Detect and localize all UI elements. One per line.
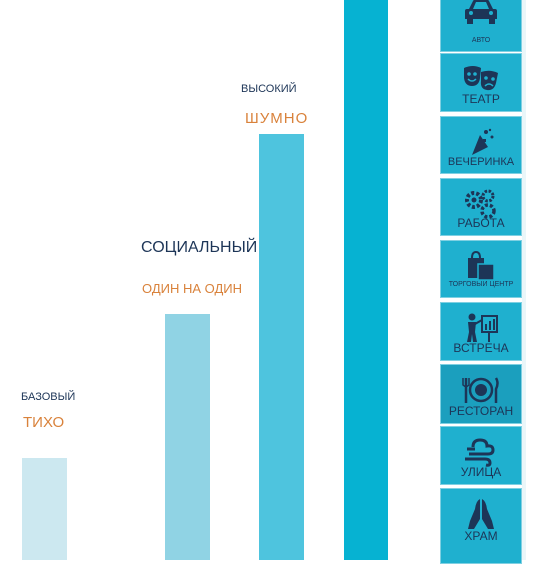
party-popper-icon [441,125,521,159]
tile-party[interactable]: ВЕЧЕРИНКА [440,116,522,174]
level-bar-basic [22,458,67,560]
tile-label: ХРАМ [464,529,498,543]
level-bar-max [344,0,388,560]
tile-label: УЛИЦА [460,465,502,479]
level-bar-social [165,314,210,560]
tile-work[interactable]: РАБОТА [440,178,522,236]
tile-temple[interactable]: ХРАМ [440,488,522,564]
shopping-bags-icon [441,249,521,283]
level-subtitle-high: ШУМНО [245,110,309,127]
side-column [522,0,526,560]
tile-theater[interactable]: ТЕАТР [440,53,522,112]
tile-restaurant[interactable]: РЕСТОРАН [440,364,522,424]
level-subtitle-social: ОДИН НА ОДИН [142,281,243,296]
plate-cutlery-icon [441,373,521,407]
wind-icon [441,435,521,469]
level-title-social: СОЦИАЛЬНЫЙ [141,239,258,256]
tile-label: ТОРГОВЫЙ ЦЕНТР [448,281,514,288]
tile-label: ВЕЧЕРИНКА [447,156,515,168]
tile-label: ВСТРЕЧА [453,341,509,355]
tile-label: РЕСТОРАН [448,404,514,418]
level-title-basic: БАЗОВЫЙ [21,391,76,403]
praying-hands-icon [441,497,521,531]
car-icon [441,0,521,29]
theater-masks-icon [441,62,521,96]
gears-icon [441,187,521,221]
tile-auto[interactable]: АВТО [440,0,522,52]
tile-label: ТЕАТР [462,92,500,106]
tile-mall[interactable]: ТОРГОВЫЙ ЦЕНТР [440,240,522,298]
tile-label: РАБОТА [457,216,505,230]
level-subtitle-basic: ТИХО [23,414,65,431]
tile-street[interactable]: УЛИЦА [440,426,522,485]
tile-label: АВТО [471,37,491,44]
tile-meeting[interactable]: ВСТРЕЧА [440,302,522,361]
level-title-high: ВЫСОКИЙ [241,83,297,95]
level-bar-high [259,134,304,560]
presentation-icon [441,311,521,345]
